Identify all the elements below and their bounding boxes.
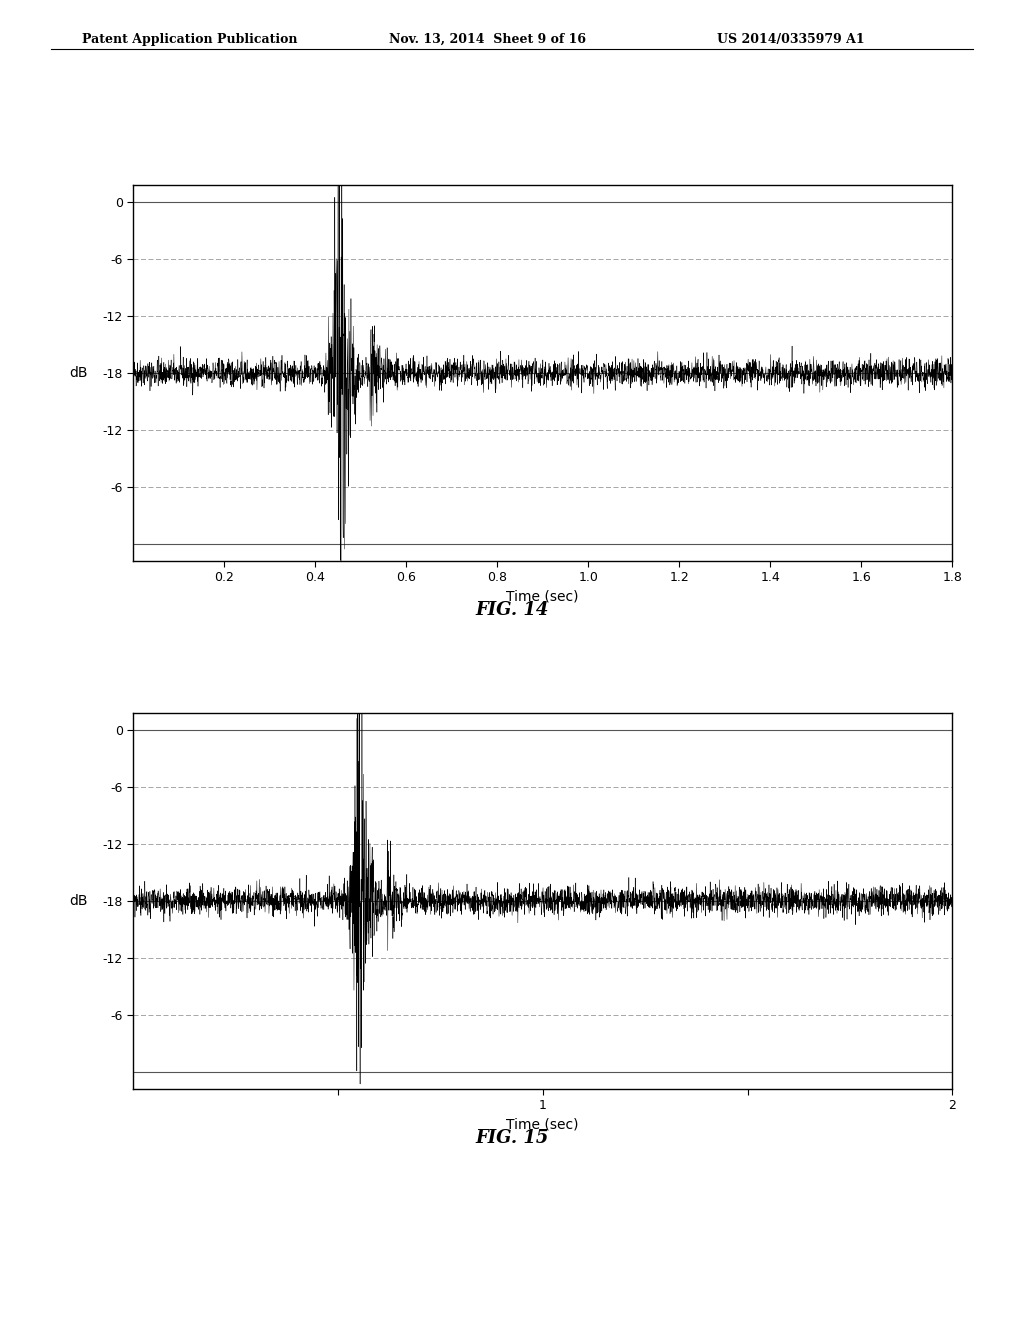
- Text: FIG. 14: FIG. 14: [475, 601, 549, 619]
- X-axis label: Time (sec): Time (sec): [507, 1118, 579, 1133]
- Text: dB: dB: [70, 366, 88, 380]
- Text: dB: dB: [70, 894, 88, 908]
- Text: Patent Application Publication: Patent Application Publication: [82, 33, 297, 46]
- Text: Nov. 13, 2014  Sheet 9 of 16: Nov. 13, 2014 Sheet 9 of 16: [389, 33, 586, 46]
- Text: FIG. 15: FIG. 15: [475, 1129, 549, 1147]
- X-axis label: Time (sec): Time (sec): [507, 590, 579, 605]
- Text: US 2014/0335979 A1: US 2014/0335979 A1: [717, 33, 864, 46]
